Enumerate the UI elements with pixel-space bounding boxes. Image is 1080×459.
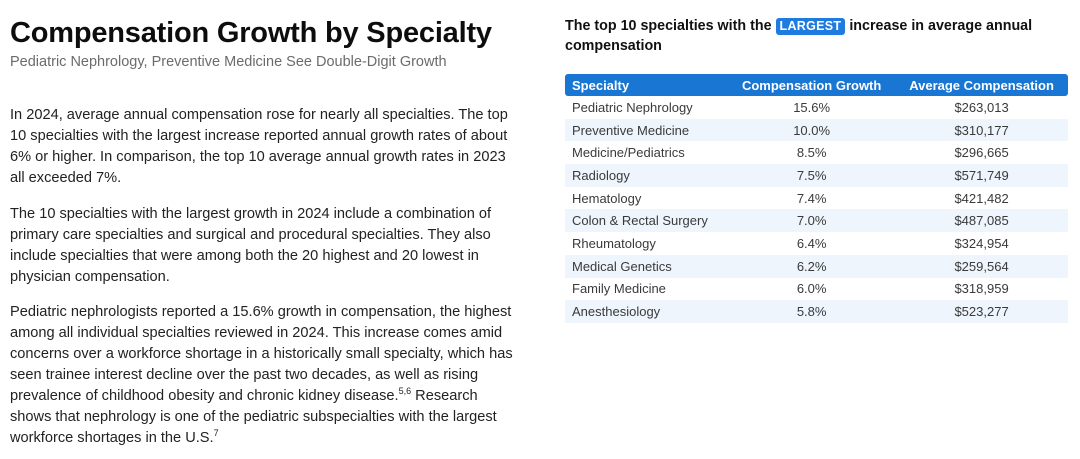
footnote-ref-7[interactable]: 7 [213,428,219,439]
page-title: Compensation Growth by Specialty [10,17,492,49]
growth-cell: 7.0% [796,213,827,229]
paragraph-3-text-a: Pediatric nephrologists reported a 15.6%… [10,304,513,404]
caption-text-before: The top 10 specialties with the [565,18,776,34]
specialty-cell: Hematology [572,190,642,206]
growth-cell: 6.0% [796,281,827,297]
table-row: Colon & Rectal Surgery 7.0% $487,085 [565,209,1068,233]
growth-cell: 10.0% [793,122,831,138]
table-row: Anesthesiology 5.8% $523,277 [565,300,1068,323]
paragraph-2: The 10 specialties with the largest grow… [10,206,492,285]
average-compensation-cell: $523,277 [954,304,1009,320]
page-subtitle: Pediatric Nephrology, Preventive Medicin… [10,54,447,70]
growth-cell: 5.8% [796,304,827,320]
table-row: Radiology 7.5% $571,749 [565,164,1068,187]
average-compensation-cell: $318,959 [954,281,1009,297]
specialty-cell: Medical Genetics [572,258,672,274]
specialty-cell: Pediatric Nephrology [572,99,693,115]
table-caption: The top 10 specialties with the LARGEST … [565,16,1035,56]
caption-text-after: increase in average annual compensation [565,18,1033,54]
paragraph-3-text-b: Research shows that nephrology is one of… [10,388,497,446]
table-row: Preventive Medicine 10.0% $310,177 [565,118,1068,142]
growth-cell: 7.5% [796,167,827,183]
average-compensation-cell: $263,013 [954,99,1009,115]
paragraph-1: In 2024, average annual compensation ros… [10,107,508,186]
largest-badge: LARGEST [775,18,846,35]
table-row: Medical Genetics 6.2% $259,564 [565,254,1068,278]
specialty-cell: Colon & Rectal Surgery [572,213,708,229]
growth-cell: 7.4% [796,190,827,206]
column-header-compensation-growth: Compensation Growth [741,77,882,93]
specialty-cell: Anesthesiology [572,304,661,320]
table-row: Pediatric Nephrology 15.6% $263,013 [565,96,1068,119]
specialty-cell: Family Medicine [572,281,666,297]
table-row: Hematology 7.4% $421,482 [565,187,1068,210]
average-compensation-cell: $310,177 [954,122,1009,138]
growth-cell: 6.2% [796,258,827,274]
growth-cell: 8.5% [796,145,827,161]
table-header-row: Specialty Compensation Growth Average Co… [565,74,1068,96]
specialty-growth-table: Specialty Compensation Growth Average Co… [565,74,1068,323]
column-header-average-compensation: Average Compensation [909,77,1054,93]
average-compensation-cell: $421,482 [954,190,1009,206]
table-row: Rheumatology 6.4% $324,954 [565,232,1068,255]
footnote-ref-5-6[interactable]: 5,6 [398,386,412,397]
average-compensation-cell: $571,749 [954,167,1009,183]
specialty-cell: Medicine/Pediatrics [572,145,685,161]
column-header-specialty: Specialty [572,77,630,93]
average-compensation-cell: $259,564 [954,258,1009,274]
table-row: Family Medicine 6.0% $318,959 [565,278,1068,301]
paragraph-3: Pediatric nephrologists reported a 15.6%… [10,302,515,449]
average-compensation-cell: $324,954 [954,235,1009,251]
specialty-cell: Preventive Medicine [572,122,690,138]
article: Compensation Growth by Specialty Pediatr… [10,14,520,446]
table-row: Medicine/Pediatrics 8.5% $296,665 [565,141,1068,164]
specialty-cell: Rheumatology [572,235,656,251]
table-body: Pediatric Nephrology 15.6% $263,013 Prevent… [565,96,1068,323]
growth-cell: 6.4% [796,235,827,251]
table-section: The top 10 specialties with the LARGEST … [565,16,1070,323]
average-compensation-cell: $296,665 [954,145,1009,161]
specialty-cell: Radiology [572,167,630,183]
average-compensation-cell: $487,085 [954,213,1009,229]
growth-cell: 15.6% [793,99,831,115]
